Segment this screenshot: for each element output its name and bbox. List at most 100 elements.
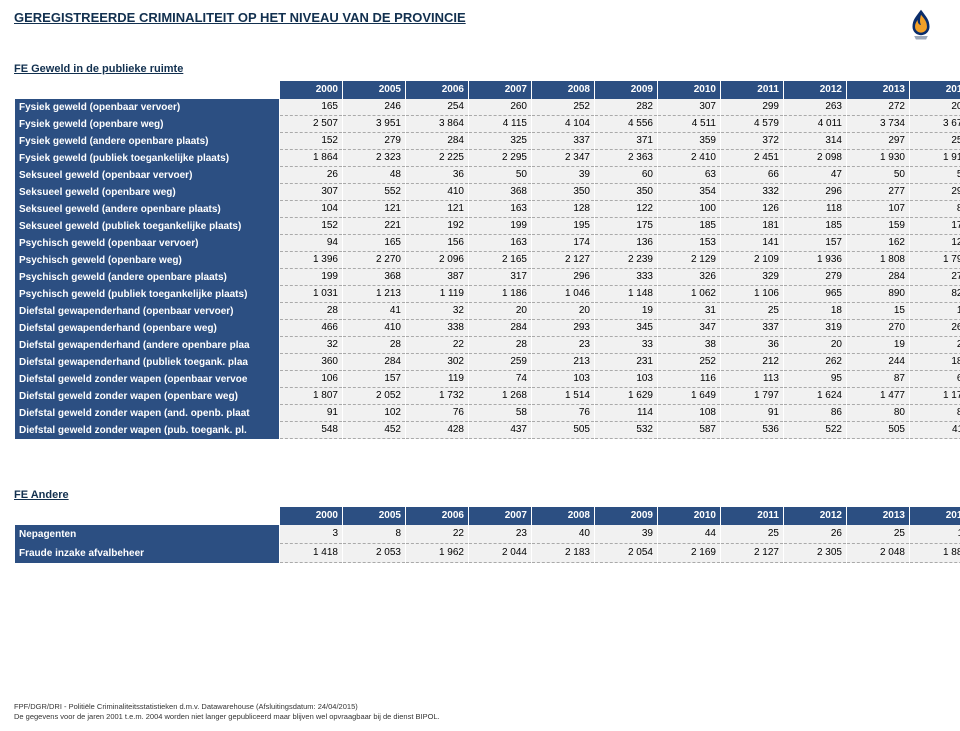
sections.1-cell: 25 [721,525,783,544]
sections.0-cell: 299 [721,99,783,116]
sections.0-cell: 20 [532,303,594,320]
sections.0-cell: 2 052 [343,388,405,405]
sections.0-cell: 23 [532,337,594,354]
sections.0-cell: 177 [910,218,960,235]
sections.0-row-label: Seksueel geweld (openbaar vervoer) [15,167,279,184]
sections.0-cell: 354 [658,184,720,201]
sections.0-cell: 317 [469,269,531,286]
sections.1-col-header: 2012 [784,507,846,525]
sections.0-cell: 372 [721,133,783,150]
table-row: Seksueel geweld (publiek toegankelijke p… [15,218,960,235]
sections.0-cell: 118 [784,201,846,218]
sections.0-cell: 3 734 [847,116,909,133]
sections.0-cell: 259 [469,354,531,371]
sections.0-cell: 165 [343,235,405,252]
sections.0-cell: 119 [406,371,468,388]
sections.0-cell: 50 [847,167,909,184]
sections.1-cell: 39 [595,525,657,544]
sections.0-cell: 159 [847,218,909,235]
section1-title: FE Geweld in de publieke ruimte [14,63,946,75]
table-row: Psychisch geweld (openbare weg)1 3962 27… [15,252,960,269]
sections.0-cell: 1 732 [406,388,468,405]
sections.0-cell: 296 [784,184,846,201]
table-row: Seksueel geweld (openbare weg)3075524103… [15,184,960,201]
sections.0-cell: 1 514 [532,388,594,405]
sections.0-cell: 20 [784,337,846,354]
sections.0-cell: 282 [595,99,657,116]
sections.1-cell: 2 053 [343,544,405,563]
table-geweld: 2000200520062007200820092010201120122013… [14,81,960,439]
sections.0-cell: 347 [658,320,720,337]
sections.0-cell: 387 [406,269,468,286]
sections.0-cell: 121 [910,235,960,252]
sections.1-cell: 44 [658,525,720,544]
sections.0-cell: 1 268 [469,388,531,405]
table-row: Psychisch geweld (openbaar vervoer)94165… [15,235,960,252]
sections.0-cell: 4 011 [784,116,846,133]
sections.1-cell: 2 183 [532,544,594,563]
sections.0-cell: 76 [532,405,594,422]
sections.0-cell: 263 [784,99,846,116]
sections.0-cell: 20 [469,303,531,320]
sections.0-row-label: Fysiek geweld (andere openbare plaats) [15,133,279,150]
sections.0-cell: 1 629 [595,388,657,405]
sections.0-cell: 270 [847,320,909,337]
sections.0-cell: 254 [910,133,960,150]
sections.0-row-label: Seksueel geweld (andere openbare plaats) [15,201,279,218]
sections.0-col-header: 2011 [721,81,783,99]
sections.0-cell: 181 [721,218,783,235]
sections.0-cell: 28 [280,303,342,320]
sections.0-cell: 76 [406,405,468,422]
sections.0-row-label: Psychisch geweld (openbaar vervoer) [15,235,279,252]
sections.0-cell: 1 213 [343,286,405,303]
sections.0-cell: 141 [721,235,783,252]
table-row: Diefstal gewapenderhand (publiek toegank… [15,354,960,371]
sections.0-cell: 337 [532,133,594,150]
sections.0-cell: 428 [406,422,468,439]
sections.0-cell: 1 910 [910,150,960,167]
sections.0-row-label: Diefstal geweld zonder wapen (openbaar v… [15,371,279,388]
sections.0-cell: 106 [280,371,342,388]
sections.0-cell: 28 [469,337,531,354]
sections.0-cell: 3 678 [910,116,960,133]
table-row: Fysiek geweld (andere openbare plaats)15… [15,133,960,150]
sections.0-cell: 368 [343,269,405,286]
sections.1-cell: 1 962 [406,544,468,563]
sections.0-cell: 522 [784,422,846,439]
sections.0-cell: 293 [532,320,594,337]
sections.1-cell: 40 [532,525,594,544]
sections.0-cell: 360 [280,354,342,371]
sections.0-col-header: 2012 [784,81,846,99]
sections.0-cell: 827 [910,286,960,303]
table-row: Fraude inzake afvalbeheer1 4182 0531 962… [15,544,960,563]
sections.0-cell: 246 [343,99,405,116]
sections.0-cell: 48 [343,167,405,184]
sections.0-col-header: 2006 [406,81,468,99]
sections.1-col-header: 2013 [847,507,909,525]
sections.0-cell: 4 579 [721,116,783,133]
sections.0-row-label: Diefstal geweld zonder wapen (and. openb… [15,405,279,422]
sections.0-cell: 2 507 [280,116,342,133]
sections.0-cell: 231 [595,354,657,371]
page: GEREGISTREERDE CRIMINALITEIT OP HET NIVE… [0,0,960,731]
sections.0-cell: 116 [658,371,720,388]
sections.0-cell: 263 [910,320,960,337]
sections.0-cell: 88 [910,405,960,422]
table-row: Seksueel geweld (openbaar vervoer)264836… [15,167,960,184]
sections.0-cell: 411 [910,422,960,439]
sections.0-cell: 1 119 [406,286,468,303]
sections.0-col-header: 2014 [910,81,960,99]
sections.0-cell: 2 410 [658,150,720,167]
sections.0-cell: 2 239 [595,252,657,269]
table-row: Nepagenten38222340394425262511 [15,525,960,544]
sections.0-cell: 122 [595,201,657,218]
sections.0-cell: 338 [406,320,468,337]
footer-line-1: FPF/DGR/DRI - Politiële Criminaliteitsst… [14,702,440,711]
sections.1-col-header: 2009 [595,507,657,525]
sections.0-cell: 91 [280,405,342,422]
sections.0-cell: 1 186 [469,286,531,303]
sections.0-cell: 163 [469,201,531,218]
sections.1-row-label: Nepagenten [15,525,279,544]
sections.0-cell: 284 [406,133,468,150]
sections.0-cell: 532 [595,422,657,439]
